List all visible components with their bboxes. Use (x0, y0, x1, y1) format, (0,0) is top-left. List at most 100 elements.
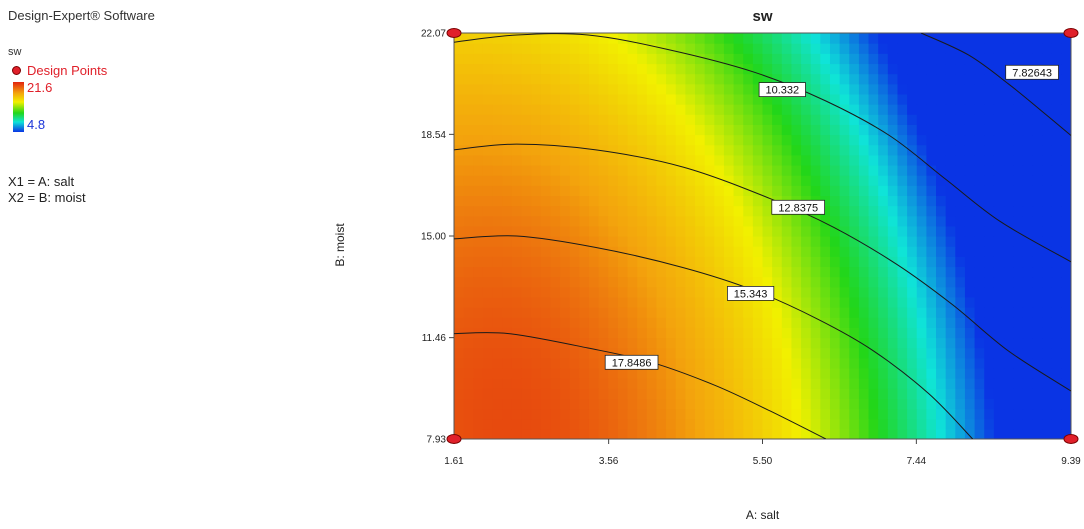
heatmap-cell (521, 276, 532, 288)
heatmap-cell (926, 63, 937, 75)
heatmap-cell (926, 144, 937, 156)
heatmap-cell (714, 205, 725, 217)
heatmap-cell (801, 307, 812, 318)
heatmap-cell (733, 215, 744, 227)
heatmap-cell (743, 307, 754, 318)
contour-line-7.82643 (920, 33, 1071, 136)
heatmap-cell (521, 144, 532, 156)
heatmap-cell (810, 276, 821, 288)
heatmap-cell (829, 215, 841, 227)
heatmap-cell (820, 327, 831, 339)
heatmap-cell (907, 114, 918, 125)
heatmap-cell (579, 418, 590, 430)
heatmap-cell (733, 337, 744, 349)
heatmap-cell (454, 317, 465, 328)
heatmap-cell (637, 246, 648, 257)
heatmap-cell (511, 114, 523, 125)
heatmap-cell (955, 347, 966, 359)
heatmap-cell (907, 337, 918, 349)
heatmap-cell (550, 378, 561, 389)
heatmap-cell (463, 33, 474, 44)
heatmap-cell (704, 33, 715, 44)
heatmap-cell (781, 337, 793, 349)
heatmap-cell (849, 327, 860, 339)
heatmap-cell (685, 63, 696, 75)
heatmap-cell (531, 73, 542, 85)
heatmap-cell (1013, 205, 1024, 217)
heatmap-cell (675, 73, 686, 85)
heatmap-cell (492, 307, 503, 318)
heatmap-cell (839, 408, 850, 420)
heatmap-cell (637, 83, 648, 95)
heatmap-cell (1013, 114, 1024, 125)
heatmap-cell (569, 307, 580, 318)
heatmap-cell (492, 154, 503, 166)
heatmap-cell (588, 276, 600, 288)
heatmap-cell (1013, 367, 1024, 379)
heatmap-cell (1061, 286, 1071, 298)
heatmap-cell (454, 83, 465, 95)
heatmap-cell (993, 124, 1005, 136)
heatmap-cell (482, 378, 494, 389)
heatmap-cell (685, 175, 696, 186)
heatmap-cell (560, 215, 571, 227)
heatmap-cell (646, 418, 658, 430)
heatmap-cell (637, 43, 648, 54)
heatmap-cell (502, 53, 513, 65)
heatmap-cell (810, 164, 821, 176)
heatmap-cell (569, 215, 580, 227)
heatmap-cell (560, 378, 571, 389)
heatmap-cell (1042, 307, 1053, 318)
heatmap-cell (781, 144, 793, 156)
heatmap-cell (492, 33, 503, 44)
heatmap-cell (704, 185, 715, 196)
heatmap-cell (964, 185, 976, 196)
heatmap-cell (868, 33, 879, 44)
heatmap-cell (588, 317, 600, 328)
heatmap-cell (964, 337, 976, 349)
heatmap-cell (801, 83, 812, 95)
heatmap-cell (984, 276, 995, 288)
heatmap-cell (936, 236, 947, 247)
heatmap-cell (868, 286, 879, 298)
heatmap-cell (1042, 276, 1053, 288)
heatmap-cell (887, 195, 899, 207)
heatmap-cell (704, 93, 715, 105)
heatmap-cell (521, 83, 532, 95)
heatmap-cell (993, 307, 1005, 318)
heatmap-cell (858, 225, 870, 237)
heatmap-cell (695, 418, 706, 430)
heatmap-cell (704, 124, 715, 136)
heatmap-cell (685, 33, 696, 44)
heatmap-cell (945, 347, 956, 359)
heatmap-cell (579, 256, 590, 268)
heatmap-cell (926, 408, 937, 420)
heatmap-cell (502, 337, 513, 349)
heatmap-cell (1003, 205, 1014, 217)
heatmap-cell (646, 134, 658, 146)
heatmap-cell (588, 347, 600, 359)
heatmap-cell (752, 337, 764, 349)
heatmap-cell (858, 114, 870, 125)
heatmap-cell (617, 347, 629, 359)
design-points-legend: Design Points (12, 63, 107, 78)
heatmap-cell (839, 317, 850, 328)
heatmap-cell (1003, 225, 1014, 237)
heatmap-cell (666, 337, 677, 349)
heatmap-cell (887, 418, 899, 430)
heatmap-cell (714, 236, 725, 247)
heatmap-cell (984, 317, 995, 328)
heatmap-cell (974, 296, 985, 308)
heatmap-cell (637, 307, 648, 318)
heatmap-cell (733, 93, 744, 105)
heatmap-cell (743, 33, 754, 44)
heatmap-cell (810, 73, 821, 85)
heatmap-cell (993, 43, 1005, 54)
heatmap-cell (1042, 195, 1053, 207)
heatmap-cell (1032, 154, 1043, 166)
heatmap-cell (598, 185, 609, 196)
contour-label: 15.343 (734, 288, 768, 300)
heatmap-cell (511, 378, 523, 389)
heatmap-cell (1022, 185, 1034, 196)
heatmap-cell (810, 256, 821, 268)
